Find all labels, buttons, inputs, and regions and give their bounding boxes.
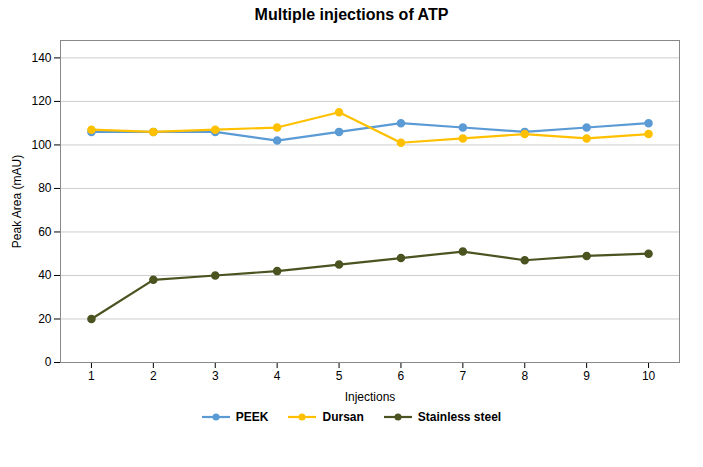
svg-text:8: 8 bbox=[521, 369, 528, 383]
svg-text:10: 10 bbox=[642, 369, 656, 383]
svg-text:140: 140 bbox=[31, 51, 51, 65]
svg-text:0: 0 bbox=[45, 355, 52, 369]
svg-text:6: 6 bbox=[398, 369, 405, 383]
html-text:Dursan: Dursan bbox=[322, 410, 364, 424]
svg-text:4: 4 bbox=[274, 369, 281, 383]
html-text:Stainless steel: Stainless steel bbox=[417, 410, 502, 424]
svg-text:Injections: Injections bbox=[345, 390, 396, 404]
svg-text:3: 3 bbox=[212, 369, 219, 383]
html-text:PEEK: PEEK bbox=[235, 410, 269, 424]
svg-text:60: 60 bbox=[38, 225, 52, 239]
svg-text:80: 80 bbox=[38, 181, 52, 195]
svg-text:40: 40 bbox=[38, 268, 52, 282]
svg-text:Peak Area (mAU): Peak Area (mAU) bbox=[10, 155, 24, 248]
svg-text:7: 7 bbox=[460, 369, 467, 383]
svg-text:100: 100 bbox=[31, 138, 51, 152]
svg-text:120: 120 bbox=[31, 94, 51, 108]
svg-text:5: 5 bbox=[336, 369, 343, 383]
html-text:Multiple injections of ATP: Multiple injections of ATP bbox=[254, 6, 449, 23]
svg-text:1: 1 bbox=[88, 369, 95, 383]
svg-text:9: 9 bbox=[583, 369, 590, 383]
svg-text:2: 2 bbox=[150, 369, 157, 383]
svg-text:20: 20 bbox=[38, 312, 52, 326]
